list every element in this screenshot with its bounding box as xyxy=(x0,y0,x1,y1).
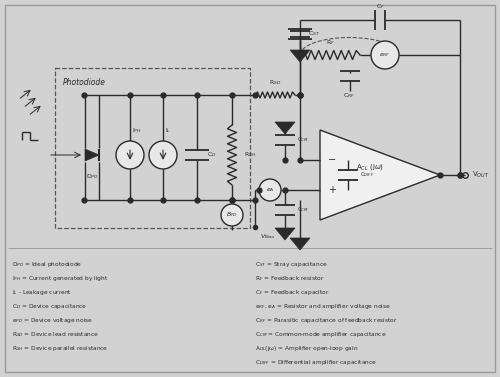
Text: R$_{SH}$ = Device parallel resistance: R$_{SH}$ = Device parallel resistance xyxy=(12,344,108,353)
Text: R$_F$: R$_F$ xyxy=(326,38,334,48)
Text: C$_{RF}$: C$_{RF}$ xyxy=(344,91,355,100)
Text: e$_{RF}$, e$_A$ = Resistor and amplifier voltage noise: e$_{RF}$, e$_A$ = Resistor and amplifier… xyxy=(255,302,390,311)
Circle shape xyxy=(371,41,399,69)
Circle shape xyxy=(149,141,177,169)
Text: C$_{ST}$: C$_{ST}$ xyxy=(308,29,320,38)
Text: C$_{ST}$ = Stray capacitance: C$_{ST}$ = Stray capacitance xyxy=(255,260,328,269)
Text: R$_F$ = Feedback resistor: R$_F$ = Feedback resistor xyxy=(255,274,324,283)
Text: C$_{RF}$ = Parasitic capacitance of feedback resistor: C$_{RF}$ = Parasitic capacitance of feed… xyxy=(255,316,398,325)
Polygon shape xyxy=(85,149,99,161)
Circle shape xyxy=(116,141,144,169)
Text: $e_{RF}$: $e_{RF}$ xyxy=(380,51,390,59)
Text: $B_{PD}$: $B_{PD}$ xyxy=(226,210,238,219)
Text: A$_{CL}$ (j$\omega$): A$_{CL}$ (j$\omega$) xyxy=(356,162,384,172)
Text: $V_{Bias}$: $V_{Bias}$ xyxy=(260,233,276,241)
Text: C$_{DIFF}$: C$_{DIFF}$ xyxy=(360,170,374,179)
Text: C$_{CM}$ = Common-mode amplifier capacitance: C$_{CM}$ = Common-mode amplifier capacit… xyxy=(255,330,386,339)
Circle shape xyxy=(221,204,243,226)
FancyBboxPatch shape xyxy=(5,5,495,372)
Text: V$_{OUT}$: V$_{OUT}$ xyxy=(472,170,490,180)
Polygon shape xyxy=(275,122,295,134)
Text: R$_{SD}$: R$_{SD}$ xyxy=(269,78,281,87)
Text: D$_{PD}$ = Ideal photodiode: D$_{PD}$ = Ideal photodiode xyxy=(12,260,82,269)
Polygon shape xyxy=(320,130,440,220)
Text: Photodiode: Photodiode xyxy=(63,78,106,87)
Text: A$_{OL}$(jω) = Amplifier open-loop gain: A$_{OL}$(jω) = Amplifier open-loop gain xyxy=(255,344,358,353)
Text: C$_F$ = Feedback capacitor: C$_F$ = Feedback capacitor xyxy=(255,288,330,297)
Text: C$_F$: C$_F$ xyxy=(376,3,384,11)
Text: $e_A$: $e_A$ xyxy=(266,186,274,194)
Polygon shape xyxy=(290,238,310,250)
Text: C$_{DIFF}$ = Differential amplifier capacitance: C$_{DIFF}$ = Differential amplifier capa… xyxy=(255,358,377,367)
Text: D$_{PD}$: D$_{PD}$ xyxy=(86,173,98,181)
Circle shape xyxy=(259,179,281,201)
Text: I$_L$ - Leakage current: I$_L$ - Leakage current xyxy=(12,288,72,297)
Text: C$_D$ = Device capacitance: C$_D$ = Device capacitance xyxy=(12,302,88,311)
Text: I$_{PH}$ = Current generated by light: I$_{PH}$ = Current generated by light xyxy=(12,274,108,283)
Text: I$_{PH}$: I$_{PH}$ xyxy=(132,127,141,135)
Polygon shape xyxy=(290,50,310,62)
Polygon shape xyxy=(275,228,295,240)
Text: R$_{SD}$ = Device lead resistance: R$_{SD}$ = Device lead resistance xyxy=(12,330,99,339)
Text: −: − xyxy=(328,155,336,165)
Text: e$_{PD}$ = Device voltage noise: e$_{PD}$ = Device voltage noise xyxy=(12,316,94,325)
Text: C$_{CM}$: C$_{CM}$ xyxy=(297,205,309,215)
Text: C$_D$: C$_D$ xyxy=(207,150,216,159)
Text: R$_{SH}$: R$_{SH}$ xyxy=(244,150,256,159)
Text: I$_L$: I$_L$ xyxy=(165,127,171,135)
Text: +: + xyxy=(328,185,336,195)
Text: C$_{CM}$: C$_{CM}$ xyxy=(297,136,309,144)
